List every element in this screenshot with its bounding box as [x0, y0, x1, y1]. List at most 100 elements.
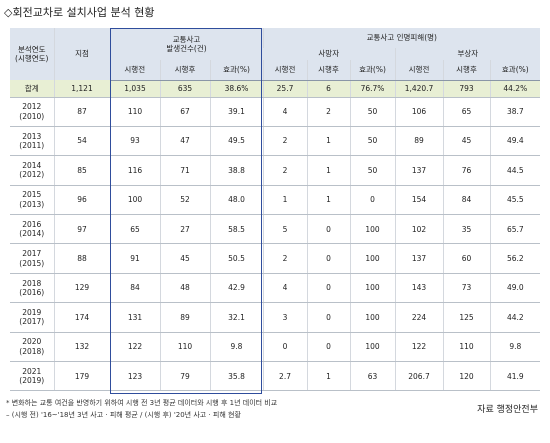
- data-cell: 1: [306, 185, 351, 216]
- header-cell: 시행후: [306, 60, 351, 81]
- data-cell: 106: [394, 97, 444, 127]
- data-cell: 65: [442, 97, 491, 127]
- total-cell: 1,420.7: [394, 80, 444, 98]
- data-cell: 2021 (2019): [10, 361, 54, 392]
- data-cell: 2019 (2017): [10, 302, 54, 333]
- data-cell: 154: [394, 185, 444, 216]
- total-cell: 1,035: [109, 80, 160, 98]
- data-cell: 2015 (2013): [10, 185, 54, 216]
- data-cell: 122: [109, 332, 160, 363]
- data-cell: 110: [442, 332, 491, 363]
- header-cell: 교통사고 인명피해(명): [262, 28, 541, 48]
- data-cell: 1: [306, 126, 351, 157]
- data-cell: 120: [442, 361, 491, 392]
- source: 자료 행정안전부: [477, 405, 538, 415]
- data-cell: 65.7: [489, 214, 541, 245]
- header-cell: 시행전: [110, 60, 160, 81]
- header-cell: 시행후: [442, 60, 491, 81]
- data-cell: 27: [159, 214, 210, 245]
- data-cell: 45: [442, 126, 491, 157]
- data-cell: 2018 (2016): [10, 273, 54, 304]
- data-cell: 0: [306, 332, 351, 363]
- data-cell: 137: [394, 243, 444, 274]
- data-cell: 2020 (2018): [10, 332, 54, 363]
- header-cell: 효과(%): [489, 60, 541, 81]
- data-cell: 123: [109, 361, 160, 392]
- data-cell: 9.8: [489, 332, 541, 363]
- data-cell: 97: [53, 214, 110, 245]
- data-cell: 0: [349, 185, 396, 216]
- data-cell: 0: [262, 332, 308, 363]
- footnote: – (시행 전) '16~'18년 3년 사고 · 피해 평균 / (시행 후)…: [6, 411, 241, 419]
- data-cell: 131: [109, 302, 160, 333]
- data-cell: 88: [53, 243, 110, 274]
- data-cell: 50: [349, 126, 396, 157]
- data-cell: 84: [442, 185, 491, 216]
- table-row: 2019 (2017) 174 131 89 32.1 3 0 100 224 125 44.2: [10, 302, 541, 333]
- data-cell: 2.7: [262, 361, 308, 392]
- data-cell: 50: [349, 97, 396, 127]
- data-cell: 2: [262, 155, 308, 186]
- total-cell: 1,121: [53, 80, 110, 98]
- total-cell: 6: [306, 80, 351, 98]
- data-cell: 100: [109, 185, 160, 216]
- table-row: 2021 (2019) 179 123 79 35.8 2.7 1 63 206.7 120 41.…: [10, 361, 541, 392]
- data-cell: 9.8: [209, 332, 264, 363]
- data-cell: 47: [159, 126, 210, 157]
- data-cell: 38.7: [489, 97, 541, 127]
- data-cell: 54: [53, 126, 110, 157]
- data-cell: 4: [262, 273, 308, 304]
- data-cell: 2: [262, 243, 308, 274]
- data-cell: 87: [53, 97, 110, 127]
- data-cell: 79: [159, 361, 210, 392]
- table-row: 2018 (2016) 129 84 48 42.9 4 0 100 143 73 49.0: [10, 273, 541, 304]
- data-cell: 45: [159, 243, 210, 274]
- total-cell: 합계: [10, 80, 54, 98]
- data-cell: 174: [53, 302, 110, 333]
- data-cell: 63: [349, 361, 396, 392]
- data-cell: 65: [109, 214, 160, 245]
- data-cell: 5: [262, 214, 308, 245]
- data-cell: 71: [159, 155, 210, 186]
- title: ◇회전교차로 설치사업 분석 현황: [4, 6, 155, 19]
- data-cell: 84: [109, 273, 160, 304]
- data-cell: 38.8: [209, 155, 264, 186]
- table-row: 2017 (2015) 88 91 45 50.5 2 0 100 137 60 56.2: [10, 243, 541, 274]
- header-cell: 지점: [53, 28, 110, 80]
- data-cell: 0: [306, 243, 351, 274]
- data-cell: 129: [53, 273, 110, 304]
- data-cell: 73: [442, 273, 491, 304]
- data-cell: 100: [349, 273, 396, 304]
- data-cell: 1: [306, 361, 351, 392]
- data-cell: 49.5: [209, 126, 264, 157]
- data-cell: 76: [442, 155, 491, 186]
- data-cell: 93: [109, 126, 160, 157]
- data-cell: 35.8: [209, 361, 264, 392]
- data-cell: 35: [442, 214, 491, 245]
- header-cell: 시행전: [394, 60, 444, 81]
- header-cell: 교통사고 발생건수(건): [109, 28, 264, 60]
- data-cell: 137: [394, 155, 444, 186]
- data-cell: 102: [394, 214, 444, 245]
- table-row: 2013 (2011) 54 93 47 49.5 2 1 50 89 45 49.4: [10, 126, 541, 157]
- total-cell: 38.6%: [209, 80, 264, 98]
- data-cell: 56.2: [489, 243, 541, 274]
- data-cell: 50: [349, 155, 396, 186]
- data-cell: 42.9: [209, 273, 264, 304]
- header-cell: 시행후: [159, 60, 210, 81]
- data-cell: 100: [349, 243, 396, 274]
- data-cell: 50.5: [209, 243, 264, 274]
- header-cell: 사망자: [263, 48, 396, 60]
- table-row: 2012 (2010) 87 110 67 39.1 4 2 50 106 65 38.7: [10, 97, 541, 127]
- table-row: 2020 (2018) 132 122 110 9.8 0 0 100 122 110 9.8: [10, 332, 541, 363]
- data-cell: 0: [306, 302, 351, 333]
- data-cell: 0: [306, 273, 351, 304]
- data-cell: 32.1: [209, 302, 264, 333]
- data-cell: 110: [109, 97, 160, 127]
- header-cell: 효과(%): [209, 60, 264, 81]
- data-cell: 44.2: [489, 302, 541, 333]
- data-cell: 224: [394, 302, 444, 333]
- data-cell: 1: [306, 155, 351, 186]
- data-cell: 2013 (2011): [10, 126, 54, 157]
- data-cell: 44.5: [489, 155, 541, 186]
